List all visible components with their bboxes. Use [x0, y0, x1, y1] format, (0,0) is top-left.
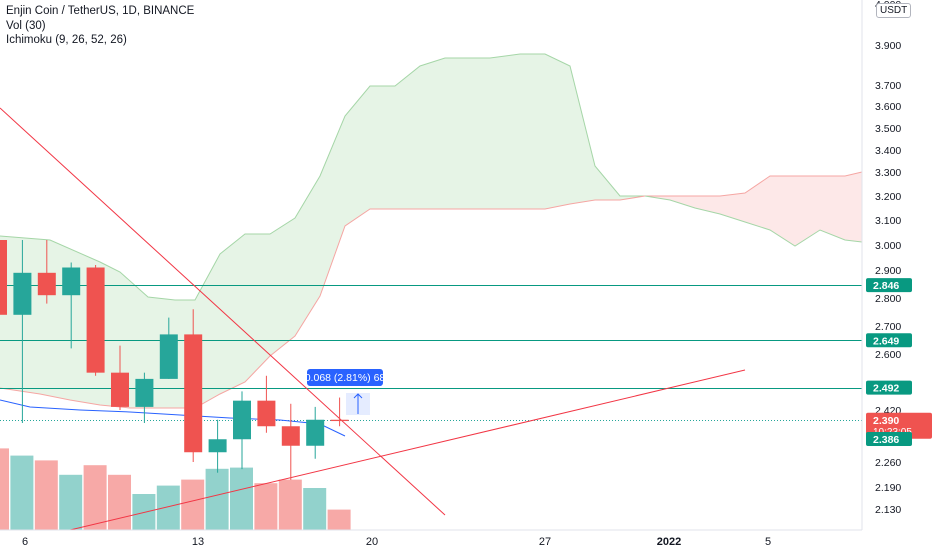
time-tick-label: 13: [192, 536, 204, 548]
time-tick-label: 27: [539, 536, 551, 548]
candle-body[interactable]: [62, 268, 80, 296]
level-price-text: 2.386: [873, 434, 899, 446]
level-price-text: 2.649: [873, 335, 899, 347]
price-tick-label: 3.600: [875, 101, 901, 113]
level-price-text: 2.492: [873, 383, 899, 395]
candle-body[interactable]: [233, 401, 251, 440]
candle-body[interactable]: [306, 420, 324, 446]
volume-bars: [0, 448, 351, 530]
volume-bar: [84, 465, 107, 530]
volume-bar: [0, 448, 9, 530]
volume-bar: [206, 469, 229, 530]
price-tick-label: 3.300: [875, 167, 901, 179]
price-tick-label: 2.600: [875, 349, 901, 361]
time-tick-label: 20: [366, 536, 378, 548]
price-tick-label: 2.900: [875, 265, 901, 277]
volume-bar: [10, 456, 33, 530]
price-tick-label: 3.400: [875, 145, 901, 157]
candle-body[interactable]: [257, 401, 275, 427]
level-price-text: 2.846: [873, 280, 899, 292]
price-tick-label: 3.200: [875, 191, 901, 203]
candle-body[interactable]: [87, 268, 105, 373]
price-tick-label: 2.800: [875, 293, 901, 305]
symbol-title: Enjin Coin / TetherUS, 1D, BINANCE: [6, 4, 194, 19]
price-tick-label: 2.700: [875, 321, 901, 333]
overlays: 0.068 (2.81%) 68: [305, 369, 386, 415]
candle-body[interactable]: [184, 334, 202, 452]
candle-body[interactable]: [135, 379, 153, 407]
volume-bar: [181, 480, 204, 530]
volume-bar: [35, 460, 58, 530]
bearish-cloud-fill: [645, 172, 862, 246]
candle-body[interactable]: [331, 420, 349, 421]
ichimoku-cloud: [0, 54, 862, 408]
candle-body[interactable]: [160, 334, 178, 378]
time-tick-label: 2022: [657, 536, 681, 548]
volume-bar: [303, 488, 326, 530]
volume-bar: [230, 468, 253, 530]
candle-body[interactable]: [111, 373, 129, 407]
volume-bar: [157, 486, 180, 530]
ichimoku-indicator-label: Ichimoku (9, 26, 52, 26): [6, 33, 194, 48]
price-tick-label: 3.500: [875, 123, 901, 135]
price-tick-label: 3.900: [875, 40, 901, 52]
volume-bar: [108, 475, 131, 530]
volume-bar: [254, 483, 277, 530]
time-tick-label: 6: [22, 536, 28, 548]
time-tick-label: 5: [765, 536, 771, 548]
currency-badge[interactable]: USDT: [876, 3, 911, 18]
candle-body[interactable]: [282, 426, 300, 446]
candle-body[interactable]: [38, 273, 56, 295]
measure-label-text: 0.068 (2.81%) 68: [305, 372, 386, 384]
price-tick-label: 2.130: [875, 504, 901, 516]
price-tick-label: 2.190: [875, 482, 901, 494]
price-tick-label: 3.000: [875, 240, 901, 252]
time-axis: 6 13 20 27 2022 5: [22, 536, 771, 548]
last-price-text: 2.390: [873, 415, 899, 427]
price-tick-label: 2.260: [875, 457, 901, 469]
candle-body[interactable]: [13, 273, 31, 315]
volume-bar: [279, 480, 302, 530]
chart-legend: Enjin Coin / TetherUS, 1D, BINANCE Vol (…: [6, 4, 194, 48]
volume-indicator-label: Vol (30): [6, 19, 194, 34]
candle-body[interactable]: [0, 240, 7, 315]
price-tick-label: 3.100: [875, 215, 901, 227]
volume-bar: [328, 510, 351, 530]
candle-body[interactable]: [209, 439, 227, 452]
price-tick-label: 3.700: [875, 80, 901, 92]
volume-bar: [59, 475, 82, 530]
